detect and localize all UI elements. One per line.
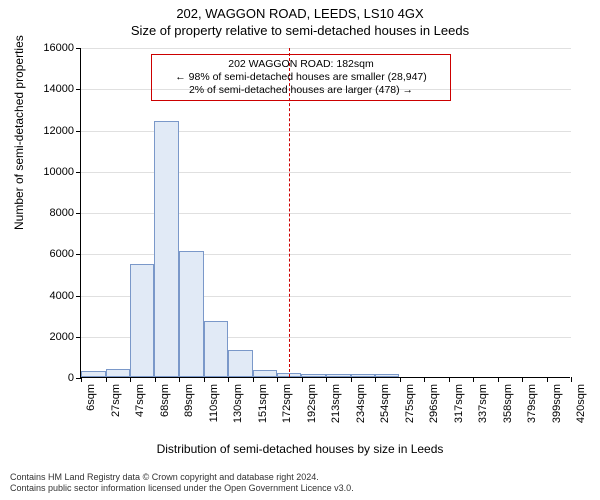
x-tick bbox=[253, 377, 254, 382]
chart-area: 02000400060008000100001200014000160006sq… bbox=[80, 48, 570, 418]
x-axis-label: Distribution of semi-detached houses by … bbox=[0, 442, 600, 456]
attribution-line-2: Contains public sector information licen… bbox=[10, 483, 354, 494]
y-tick bbox=[76, 296, 81, 297]
x-tick-label: 317sqm bbox=[453, 384, 465, 423]
histogram-bar bbox=[130, 264, 155, 377]
x-tick-label: 254sqm bbox=[379, 384, 391, 423]
x-tick bbox=[326, 377, 327, 382]
x-tick bbox=[228, 377, 229, 382]
x-tick-label: 358sqm bbox=[502, 384, 514, 423]
x-tick bbox=[473, 377, 474, 382]
x-tick bbox=[130, 377, 131, 382]
x-tick-label: 130sqm bbox=[232, 384, 244, 423]
callout-line-2: ← 98% of semi-detached houses are smalle… bbox=[158, 71, 444, 84]
y-tick bbox=[76, 172, 81, 173]
x-tick-label: 110sqm bbox=[208, 384, 220, 422]
y-tick-label: 6000 bbox=[14, 248, 74, 260]
histogram-bar bbox=[154, 121, 179, 377]
y-tick-label: 14000 bbox=[14, 83, 74, 95]
x-tick-label: 337sqm bbox=[477, 384, 489, 423]
x-tick bbox=[498, 377, 499, 382]
y-tick bbox=[76, 131, 81, 132]
y-tick-label: 2000 bbox=[14, 331, 74, 343]
y-tick bbox=[76, 213, 81, 214]
x-tick-label: 296sqm bbox=[428, 384, 440, 423]
x-tick-label: 213sqm bbox=[330, 384, 342, 423]
x-tick-label: 27sqm bbox=[110, 384, 122, 417]
x-tick bbox=[547, 377, 548, 382]
x-tick bbox=[424, 377, 425, 382]
y-tick-label: 0 bbox=[14, 372, 74, 384]
x-tick bbox=[302, 377, 303, 382]
histogram-bar bbox=[301, 374, 326, 377]
x-tick bbox=[81, 377, 82, 382]
y-tick bbox=[76, 89, 81, 90]
histogram-bar bbox=[253, 370, 278, 377]
histogram-bar bbox=[81, 371, 106, 377]
x-tick bbox=[204, 377, 205, 382]
x-tick-label: 379sqm bbox=[526, 384, 538, 423]
callout-line-1: 202 WAGGON ROAD: 182sqm bbox=[158, 58, 444, 71]
x-tick bbox=[351, 377, 352, 382]
attribution-line-1: Contains HM Land Registry data © Crown c… bbox=[10, 472, 354, 483]
x-tick bbox=[449, 377, 450, 382]
x-tick-label: 192sqm bbox=[306, 384, 318, 423]
callout-box: 202 WAGGON ROAD: 182sqm← 98% of semi-det… bbox=[151, 54, 451, 101]
y-tick-label: 10000 bbox=[14, 166, 74, 178]
grid-line bbox=[81, 48, 571, 49]
y-tick bbox=[76, 48, 81, 49]
attribution: Contains HM Land Registry data © Crown c… bbox=[10, 472, 354, 495]
histogram-bar bbox=[179, 251, 204, 377]
x-tick-label: 89sqm bbox=[183, 384, 195, 417]
histogram-bar bbox=[351, 374, 375, 377]
y-tick bbox=[76, 337, 81, 338]
x-tick-label: 172sqm bbox=[281, 384, 293, 423]
x-tick bbox=[375, 377, 376, 382]
y-tick-label: 8000 bbox=[14, 207, 74, 219]
x-tick bbox=[179, 377, 180, 382]
callout-line-3: 2% of semi-detached houses are larger (4… bbox=[158, 84, 444, 97]
histogram-bar bbox=[228, 350, 253, 377]
x-tick-label: 234sqm bbox=[355, 384, 367, 423]
x-tick-label: 275sqm bbox=[404, 384, 416, 423]
x-tick bbox=[155, 377, 156, 382]
histogram-bar bbox=[375, 374, 400, 377]
x-tick bbox=[106, 377, 107, 382]
histogram-bar bbox=[204, 321, 228, 377]
x-tick bbox=[522, 377, 523, 382]
y-tick-label: 4000 bbox=[14, 290, 74, 302]
x-tick-label: 6sqm bbox=[85, 384, 97, 411]
x-tick bbox=[571, 377, 572, 382]
y-tick bbox=[76, 254, 81, 255]
title-line-2: Size of property relative to semi-detach… bbox=[0, 21, 600, 38]
x-tick-label: 47sqm bbox=[134, 384, 146, 417]
x-tick-label: 399sqm bbox=[551, 384, 563, 423]
chart-plot: 02000400060008000100001200014000160006sq… bbox=[80, 48, 570, 378]
x-tick-label: 68sqm bbox=[159, 384, 171, 417]
x-tick bbox=[277, 377, 278, 382]
y-tick-label: 12000 bbox=[14, 125, 74, 137]
x-tick bbox=[400, 377, 401, 382]
x-tick-label: 420sqm bbox=[575, 384, 587, 423]
histogram-bar bbox=[106, 369, 130, 377]
histogram-bar bbox=[326, 374, 351, 377]
title-line-1: 202, WAGGON ROAD, LEEDS, LS10 4GX bbox=[0, 0, 600, 21]
x-tick-label: 151sqm bbox=[257, 384, 269, 423]
y-tick-label: 16000 bbox=[14, 42, 74, 54]
